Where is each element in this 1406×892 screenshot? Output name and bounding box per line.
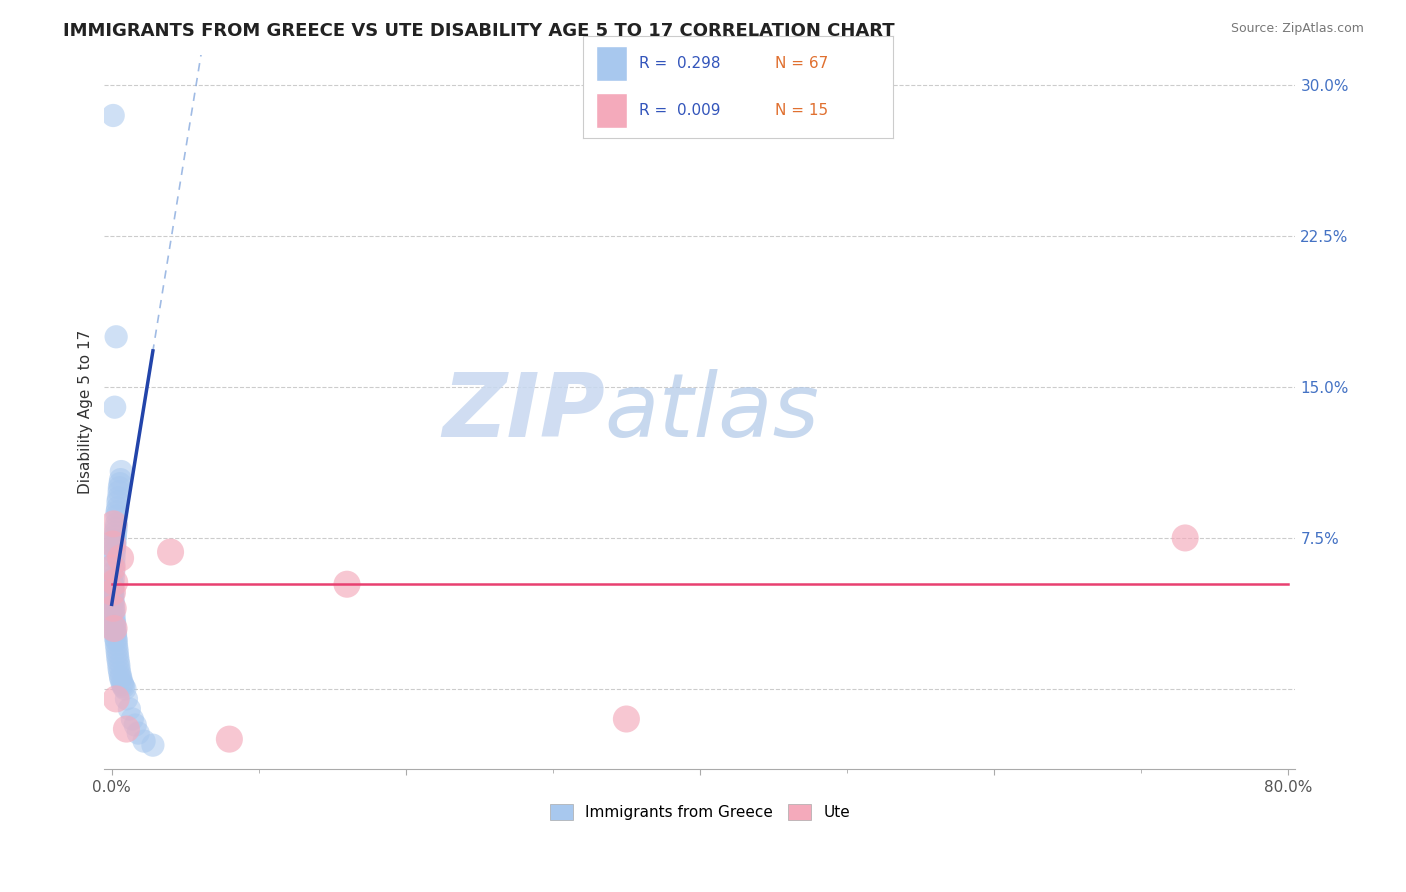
Point: [105, 508, 128, 523]
Point: [124, 718, 146, 732]
Point: [107, 494, 129, 508]
Point: [110, 551, 132, 566]
Point: [110, 473, 132, 487]
Point: [104, 529, 127, 543]
Point: [101, 581, 124, 595]
Point: [115, 692, 138, 706]
Point: [114, 681, 136, 696]
Point: [104, 627, 127, 641]
Point: [105, 521, 128, 535]
Point: [108, 484, 131, 499]
Point: [132, 734, 155, 748]
Point: [103, 601, 125, 615]
Point: [101, 589, 124, 603]
Point: [115, 722, 138, 736]
Point: [104, 524, 127, 539]
Point: [103, 108, 125, 122]
Point: [104, 400, 127, 414]
Point: [104, 632, 127, 646]
Text: atlas: atlas: [605, 369, 820, 455]
Point: [101, 577, 124, 591]
Point: [103, 603, 125, 617]
Text: R =  0.009: R = 0.009: [640, 103, 721, 118]
Text: Source: ZipAtlas.com: Source: ZipAtlas.com: [1230, 22, 1364, 36]
Text: IMMIGRANTS FROM GREECE VS UTE DISABILITY AGE 5 TO 17 CORRELATION CHART: IMMIGRANTS FROM GREECE VS UTE DISABILITY…: [63, 22, 894, 40]
Legend: Immigrants from Greece, Ute: Immigrants from Greece, Ute: [544, 797, 856, 826]
Point: [103, 545, 125, 559]
Point: [103, 565, 125, 579]
Point: [108, 662, 131, 676]
Point: [107, 649, 129, 664]
Y-axis label: Disability Age 5 to 17: Disability Age 5 to 17: [79, 330, 93, 494]
Point: [105, 330, 128, 344]
Point: [105, 692, 128, 706]
Point: [104, 537, 127, 551]
Point: [104, 575, 127, 590]
Point: [110, 670, 132, 684]
Point: [101, 593, 124, 607]
Point: [103, 611, 125, 625]
Point: [110, 672, 132, 686]
Point: [105, 633, 128, 648]
Text: R =  0.298: R = 0.298: [640, 56, 721, 70]
Point: [111, 675, 134, 690]
Point: [107, 491, 129, 505]
Text: ZIP: ZIP: [441, 368, 605, 456]
Point: [336, 577, 359, 591]
Point: [103, 595, 125, 609]
Point: [101, 537, 124, 551]
Point: [1174, 531, 1197, 545]
Point: [159, 545, 181, 559]
Point: [101, 583, 124, 598]
Point: [107, 657, 129, 672]
Point: [101, 561, 124, 575]
Point: [616, 712, 638, 726]
Point: [105, 641, 128, 656]
Point: [101, 585, 124, 599]
Point: [108, 481, 131, 495]
Point: [121, 712, 143, 726]
Point: [101, 579, 124, 593]
Point: [103, 571, 125, 585]
Point: [101, 575, 124, 590]
Point: [104, 622, 127, 636]
Point: [104, 617, 127, 632]
Point: [142, 738, 165, 752]
Point: [103, 587, 125, 601]
Text: N = 15: N = 15: [775, 103, 828, 118]
Point: [105, 646, 128, 660]
Point: [107, 654, 129, 668]
Point: [103, 615, 125, 630]
Point: [104, 541, 127, 555]
Point: [103, 622, 125, 636]
Point: [104, 625, 127, 640]
Point: [110, 465, 132, 479]
Point: [112, 680, 135, 694]
Point: [218, 732, 240, 747]
Point: [103, 607, 125, 622]
Point: [108, 665, 131, 680]
Text: N = 67: N = 67: [775, 56, 828, 70]
Point: [111, 678, 134, 692]
Point: [127, 726, 149, 740]
Point: [107, 500, 129, 515]
Point: [105, 505, 128, 519]
Point: [105, 516, 128, 531]
Point: [105, 638, 128, 652]
FancyBboxPatch shape: [596, 93, 627, 128]
FancyBboxPatch shape: [596, 46, 627, 81]
Point: [103, 557, 125, 571]
Point: [103, 599, 125, 614]
Point: [108, 476, 131, 491]
Point: [103, 516, 125, 531]
Point: [103, 551, 125, 566]
Point: [118, 702, 141, 716]
Point: [101, 585, 124, 599]
Point: [104, 533, 127, 547]
